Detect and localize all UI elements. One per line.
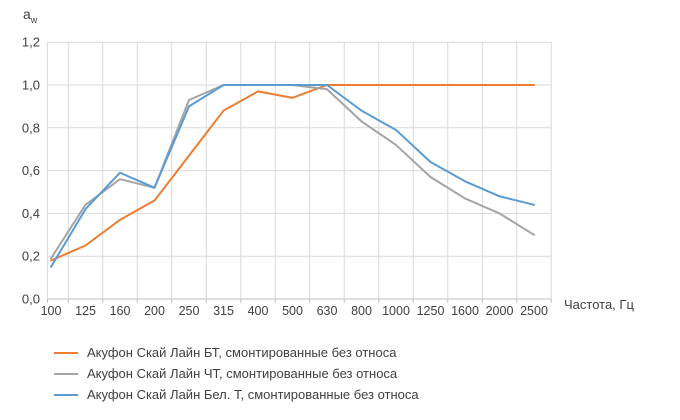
x-tick-label: 2000 xyxy=(486,304,514,318)
legend-line-swatch xyxy=(54,372,78,375)
x-tick-label: 500 xyxy=(282,304,303,318)
x-tick-label: 250 xyxy=(179,304,200,318)
plot-area: 0,0 0,2 0,4 0,6 0,8 1,0 1,2 100 125 160 200 250 315 4… xyxy=(22,35,552,318)
legend-label: Акуфон Скай Лайн БТ, смонтированные без … xyxy=(87,345,397,360)
y-axis-title-base: a xyxy=(23,6,31,22)
series-line xyxy=(50,84,535,262)
y-axis-title-sub: w xyxy=(30,14,38,25)
legend-item: Акуфон Скай Лайн Бел. Т, смонтированные … xyxy=(54,387,419,402)
x-axis-title: Частота, Гц xyxy=(564,297,634,312)
legend-label: Акуфон Скай Лайн ЧТ, смонтированные без … xyxy=(87,366,398,381)
x-tick-label: 125 xyxy=(75,304,96,318)
x-tick-label: 1600 xyxy=(451,304,479,318)
x-tick-label: 160 xyxy=(110,304,131,318)
y-tick-label: 0,0 xyxy=(22,292,40,307)
x-tick-label: 1250 xyxy=(417,304,445,318)
y-tick-label: 0,4 xyxy=(22,206,40,221)
y-tick-label: 0,6 xyxy=(22,163,40,178)
x-tick-label: 2500 xyxy=(520,304,548,318)
y-tick-label: 1,0 xyxy=(22,78,40,93)
y-tick-label: 1,2 xyxy=(22,35,40,50)
x-tick-label: 200 xyxy=(144,304,165,318)
x-tick-label: 400 xyxy=(248,304,269,318)
legend-label: Акуфон Скай Лайн Бел. Т, смонтированные … xyxy=(87,387,419,402)
legend-item: Акуфон Скай Лайн БТ, смонтированные без … xyxy=(54,345,419,360)
x-tick-label: 800 xyxy=(351,304,372,318)
legend-line-swatch xyxy=(54,393,78,396)
series-line xyxy=(50,84,535,260)
x-tick-label: 315 xyxy=(213,304,234,318)
legend: Акуфон Скай Лайн БТ, смонтированные без … xyxy=(54,345,419,402)
legend-item: Акуфон Скай Лайн ЧТ, смонтированные без … xyxy=(54,366,419,381)
legend-line-swatch xyxy=(54,351,78,354)
x-tick-label: 1000 xyxy=(382,304,410,318)
y-tick-label: 0,8 xyxy=(22,120,40,135)
x-tick-label: 100 xyxy=(41,304,62,318)
y-axis-title: aw xyxy=(23,6,37,25)
series-line xyxy=(50,84,535,268)
y-tick-label: 0,2 xyxy=(22,249,40,264)
x-tick-label: 630 xyxy=(317,304,338,318)
